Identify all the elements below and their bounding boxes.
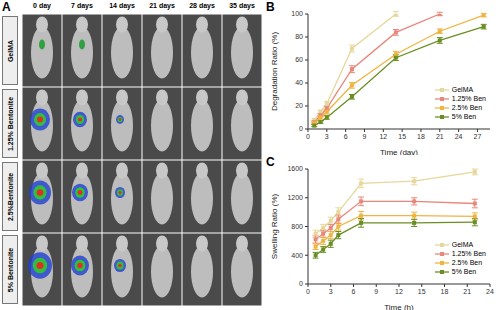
html-text:2.5% Ben: 2.5% Ben	[451, 104, 483, 111]
svg-text:Degradation Ratio (%): Degradation Ratio (%)	[270, 32, 279, 111]
svg-text:24: 24	[455, 133, 463, 140]
svg-text:18: 18	[441, 288, 449, 295]
html-text:GelMA: GelMA	[6, 39, 14, 62]
svg-text:18: 18	[417, 133, 425, 140]
svg-text:21: 21	[463, 288, 471, 295]
svg-text:80: 80	[295, 33, 303, 40]
html-text:A: A	[2, 0, 11, 14]
html-text:1.25% Ben: 1.25% Ben	[451, 95, 486, 102]
html-text:1.25% Ben: 1.25% Ben	[451, 250, 486, 257]
html-text:21 days: 21 days	[149, 2, 175, 9]
svg-text:40: 40	[295, 79, 303, 86]
svg-text:12: 12	[379, 133, 387, 140]
svg-text:27: 27	[474, 133, 482, 140]
html-text:14 days: 14 days	[109, 2, 135, 9]
html-text:28 days: 28 days	[189, 2, 215, 9]
svg-text:9: 9	[374, 288, 378, 295]
svg-text:12: 12	[395, 288, 403, 295]
svg-text:Swelling Ratio (%): Swelling Ratio (%)	[270, 193, 279, 259]
svg-text:100: 100	[291, 10, 303, 17]
svg-text:3: 3	[329, 288, 333, 295]
html-text:B: B	[266, 0, 275, 14]
svg-text:3: 3	[325, 133, 329, 140]
svg-text:15: 15	[398, 133, 406, 140]
svg-text:21: 21	[436, 133, 444, 140]
svg-text:9: 9	[363, 133, 367, 140]
svg-text:0: 0	[299, 280, 303, 287]
html-text:35 days: 35 days	[229, 2, 255, 9]
html-text:C: C	[266, 155, 275, 169]
svg-text:15: 15	[418, 288, 426, 295]
svg-text:400: 400	[291, 252, 303, 259]
html-text:1.25% Bentonite: 1.25% Bentonite	[6, 96, 14, 151]
html-text:7 days: 7 days	[71, 2, 93, 9]
svg-text:0: 0	[299, 125, 303, 132]
svg-text:20: 20	[295, 102, 303, 109]
svg-text:800: 800	[291, 223, 303, 230]
html-text:5% Bentonite: 5% Bentonite	[6, 247, 14, 292]
html-text:5% Ben: 5% Ben	[451, 268, 477, 275]
svg-text:60: 60	[295, 56, 303, 63]
svg-text:Time (h): Time (h)	[384, 303, 414, 310]
svg-text:Time (day): Time (day)	[380, 148, 418, 155]
svg-text:0: 0	[306, 133, 310, 140]
svg-text:6: 6	[352, 288, 356, 295]
svg-text:1200: 1200	[287, 194, 303, 201]
html-text:0 day: 0 day	[33, 2, 51, 9]
svg-text:24: 24	[486, 288, 492, 295]
svg-text:6: 6	[344, 133, 348, 140]
svg-text:1600: 1600	[287, 165, 303, 172]
html-text:5% Ben: 5% Ben	[451, 113, 477, 120]
html-text:GelMA: GelMA	[451, 241, 474, 248]
html-text:2.5%Bentonite: 2.5%Bentonite	[6, 172, 14, 221]
html-text:2.5% Ben: 2.5% Ben	[451, 259, 483, 266]
svg-text:0: 0	[306, 288, 310, 295]
html-text:GelMA: GelMA	[451, 86, 474, 93]
